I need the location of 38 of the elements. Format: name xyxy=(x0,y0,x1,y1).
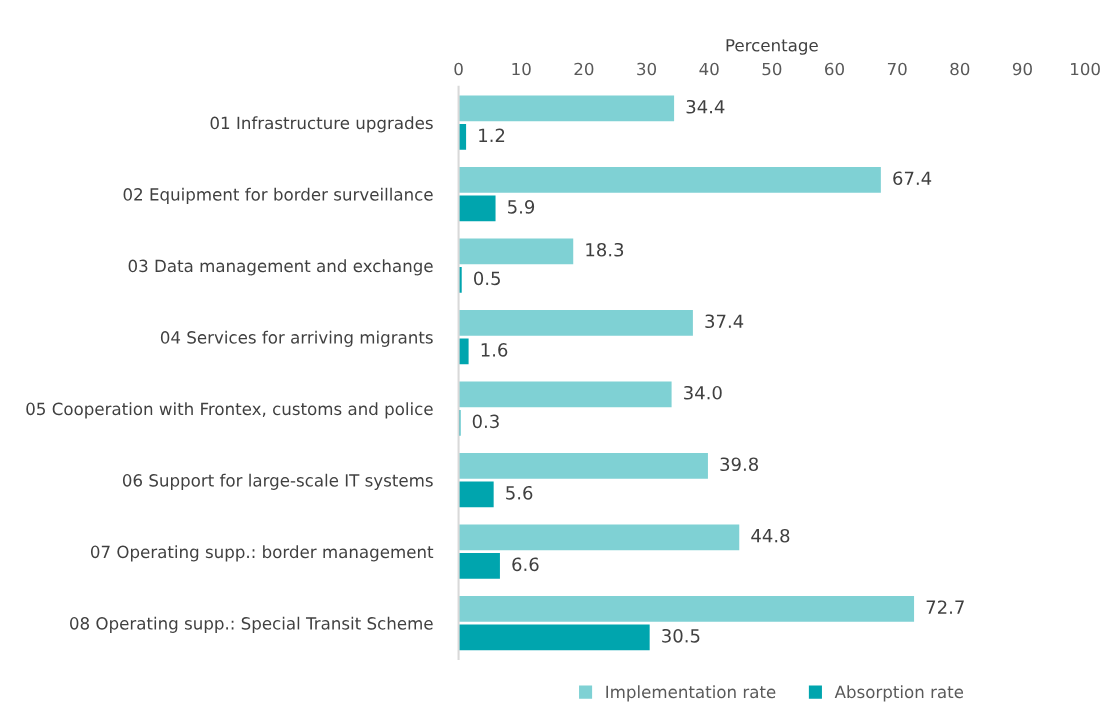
data-label: 39.8 xyxy=(720,457,759,472)
data-label: 1.2 xyxy=(479,128,505,142)
data-label: 34.4 xyxy=(686,99,725,114)
legend-label: Absorption rate xyxy=(834,685,964,702)
x-tick-label: 20 xyxy=(574,62,594,76)
x-tick-label: 30 xyxy=(637,62,657,76)
x-tick-label: 90 xyxy=(1012,62,1032,76)
legend-label: Implementation rate xyxy=(606,685,776,702)
data-label: 5.9 xyxy=(508,200,535,214)
y-tick-label: 05 Cooperation with Frontex, customs and police xyxy=(26,402,433,419)
x-tick-label: 0 xyxy=(454,62,463,76)
x-tick-label: 70 xyxy=(887,62,907,76)
y-tick-label: 08 Operating supp.: Special Transit Scheme xyxy=(70,616,433,633)
y-tick-label: 04 Services for arriving migrants xyxy=(160,330,433,347)
y-tick-label: 01 Infrastructure upgrades xyxy=(210,116,433,133)
x-axis-title: Percentage xyxy=(726,39,818,55)
x-tick-label: 10 xyxy=(512,62,531,76)
data-label: 34.0 xyxy=(684,385,722,400)
y-tick-label: 06 Support for large-scale IT systems xyxy=(122,473,433,490)
data-label: 1.6 xyxy=(481,342,508,357)
data-label: 72.7 xyxy=(926,600,964,614)
x-tick-label: 80 xyxy=(950,62,970,76)
x-tick-label: 50 xyxy=(762,62,782,76)
data-label: 6.6 xyxy=(512,557,539,572)
x-tick-label: 40 xyxy=(699,62,719,76)
data-label: 44.8 xyxy=(751,528,790,543)
data-label: 5.6 xyxy=(506,485,533,500)
data-label: 30.5 xyxy=(662,628,700,643)
y-tick-label: 03 Data management and exchange xyxy=(128,259,433,276)
x-tick-label: 100 xyxy=(1071,62,1100,76)
y-tick-label: 02 Equipment for border surveillance xyxy=(123,187,433,204)
x-tick-label: 60 xyxy=(825,62,844,76)
data-label: 67.4 xyxy=(893,171,932,186)
data-label: 0.3 xyxy=(472,414,499,429)
data-label: 18.3 xyxy=(586,242,624,257)
data-label: 37.4 xyxy=(705,314,744,329)
y-tick-label: 07 Operating supp.: border management xyxy=(90,545,434,562)
data-label: 0.5 xyxy=(474,271,500,286)
